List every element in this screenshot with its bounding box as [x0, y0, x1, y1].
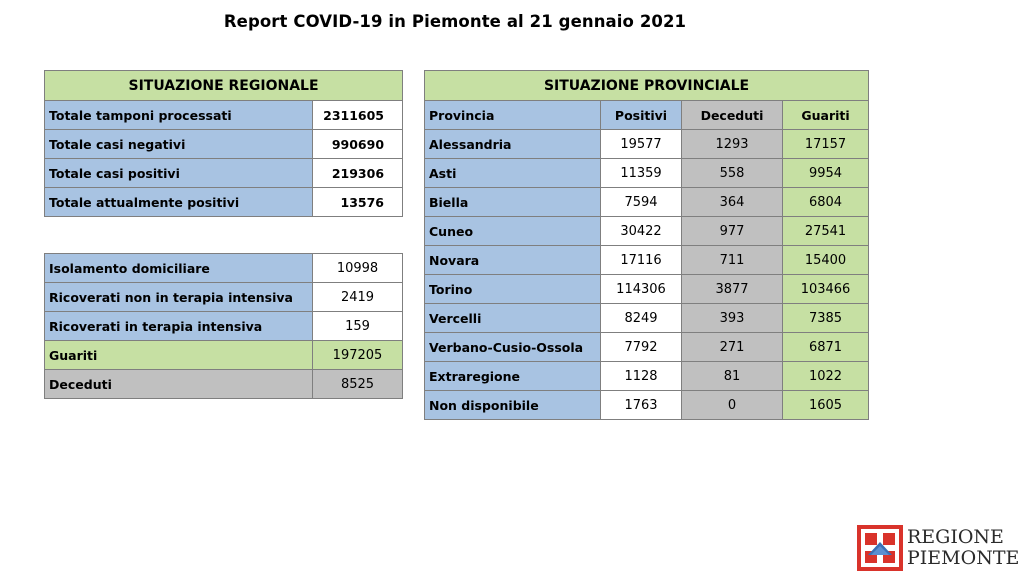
row-value: 2311605: [311, 100, 404, 130]
table-row: Ricoverati non in terapia intensiva 2419: [44, 282, 403, 312]
table-row: Verbano-Cusio-Ossola 7792 271 6871: [424, 332, 870, 362]
column-header-row: Provincia Positivi Deceduti Guariti: [424, 100, 870, 130]
province-name: Vercelli: [424, 303, 601, 333]
regional-header: SITUAZIONE REGIONALE: [43, 70, 404, 101]
table-row: Alessandria 19577 1293 17157: [424, 129, 870, 159]
province-name: Extraregione: [424, 361, 601, 391]
positivi-value: 19577: [600, 129, 682, 159]
table-row: Totale casi negativi 990690: [44, 129, 404, 159]
column-header: Guariti: [781, 100, 870, 130]
row-value: 990690: [311, 129, 404, 159]
row-label: Totale attualmente positivi: [44, 187, 313, 217]
table-row: Extraregione 1128 81 1022: [424, 361, 870, 391]
table-row: Ricoverati in terapia intensiva 159: [44, 311, 403, 341]
guariti-value: 15400: [781, 245, 870, 275]
deceduti-value: 558: [681, 158, 783, 188]
table-row: Totale casi positivi 219306: [44, 158, 404, 188]
guariti-value: 9954: [781, 158, 870, 188]
deceduti-value: 81: [681, 361, 783, 391]
deceduti-value: 1293: [681, 129, 783, 159]
row-value: 10998: [312, 253, 403, 283]
row-value: 8525: [312, 369, 403, 399]
guariti-value: 103466: [781, 274, 870, 304]
provincial-situation-table: SITUAZIONE PROVINCIALE Provincia Positiv…: [423, 70, 870, 420]
row-label: Ricoverati non in terapia intensiva: [44, 282, 313, 312]
row-value: 13576: [311, 187, 404, 217]
table-row: Totale tamponi processati 2311605: [44, 100, 404, 130]
logo-line-2: PIEMONTE: [907, 547, 1020, 569]
province-name: Asti: [424, 158, 601, 188]
table-row: Torino 114306 3877 103466: [424, 274, 870, 304]
row-label: Totale casi positivi: [44, 158, 313, 188]
deceduti-value: 271: [681, 332, 783, 362]
province-name: Cuneo: [424, 216, 601, 246]
column-header: Provincia: [424, 100, 601, 130]
positivi-value: 1128: [600, 361, 682, 391]
positivi-value: 17116: [600, 245, 682, 275]
positivi-value: 30422: [600, 216, 682, 246]
row-value: 2419: [312, 282, 403, 312]
row-label: Guariti: [44, 340, 313, 370]
positivi-value: 114306: [600, 274, 682, 304]
regione-piemonte-emblem-icon: [857, 525, 903, 571]
province-name: Novara: [424, 245, 601, 275]
province-name: Non disponibile: [424, 390, 601, 420]
row-label: Deceduti: [44, 369, 313, 399]
table-row: Biella 7594 364 6804: [424, 187, 870, 217]
province-name: Torino: [424, 274, 601, 304]
row-value: 197205: [312, 340, 403, 370]
positivi-value: 11359: [600, 158, 682, 188]
row-label: Isolamento domiciliare: [44, 253, 313, 283]
table-row: Novara 17116 711 15400: [424, 245, 870, 275]
guariti-value: 7385: [781, 303, 870, 333]
province-name: Verbano-Cusio-Ossola: [424, 332, 601, 362]
breakdown-table: Isolamento domiciliare 10998 Ricoverati …: [44, 253, 403, 399]
province-name: Alessandria: [424, 129, 601, 159]
column-header: Deceduti: [681, 100, 783, 130]
row-label: Totale casi negativi: [44, 129, 313, 159]
table-row: Totale attualmente positivi 13576: [44, 187, 404, 217]
regional-situation-table: SITUAZIONE REGIONALE Totale tamponi proc…: [43, 70, 404, 217]
deceduti-value: 393: [681, 303, 783, 333]
positivi-value: 7792: [600, 332, 682, 362]
column-header: Positivi: [600, 100, 682, 130]
guariti-value: 6871: [781, 332, 870, 362]
logo-line-1: REGIONE: [907, 526, 1004, 548]
row-value: 219306: [311, 158, 404, 188]
row-label: Totale tamponi processati: [44, 100, 313, 130]
table-row: Isolamento domiciliare 10998: [44, 253, 403, 283]
row-value: 159: [312, 311, 403, 341]
table-row: Cuneo 30422 977 27541: [424, 216, 870, 246]
table-row: Asti 11359 558 9954: [424, 158, 870, 188]
positivi-value: 1763: [600, 390, 682, 420]
provincial-header: SITUAZIONE PROVINCIALE: [423, 70, 870, 101]
deceduti-value: 711: [681, 245, 783, 275]
positivi-value: 8249: [600, 303, 682, 333]
guariti-value: 1605: [781, 390, 870, 420]
deceduti-value: 364: [681, 187, 783, 217]
deceduti-value: 977: [681, 216, 783, 246]
table-row: Guariti 197205: [44, 340, 403, 370]
table-row: Non disponibile 1763 0 1605: [424, 390, 870, 420]
page-title: Report COVID-19 in Piemonte al 21 gennai…: [223, 12, 687, 31]
province-name: Biella: [424, 187, 601, 217]
row-label: Ricoverati in terapia intensiva: [44, 311, 313, 341]
table-row: Deceduti 8525: [44, 369, 403, 399]
guariti-value: 1022: [781, 361, 870, 391]
deceduti-value: 0: [681, 390, 783, 420]
deceduti-value: 3877: [681, 274, 783, 304]
guariti-value: 17157: [781, 129, 870, 159]
positivi-value: 7594: [600, 187, 682, 217]
guariti-value: 27541: [781, 216, 870, 246]
table-row: Vercelli 8249 393 7385: [424, 303, 870, 333]
guariti-value: 6804: [781, 187, 870, 217]
